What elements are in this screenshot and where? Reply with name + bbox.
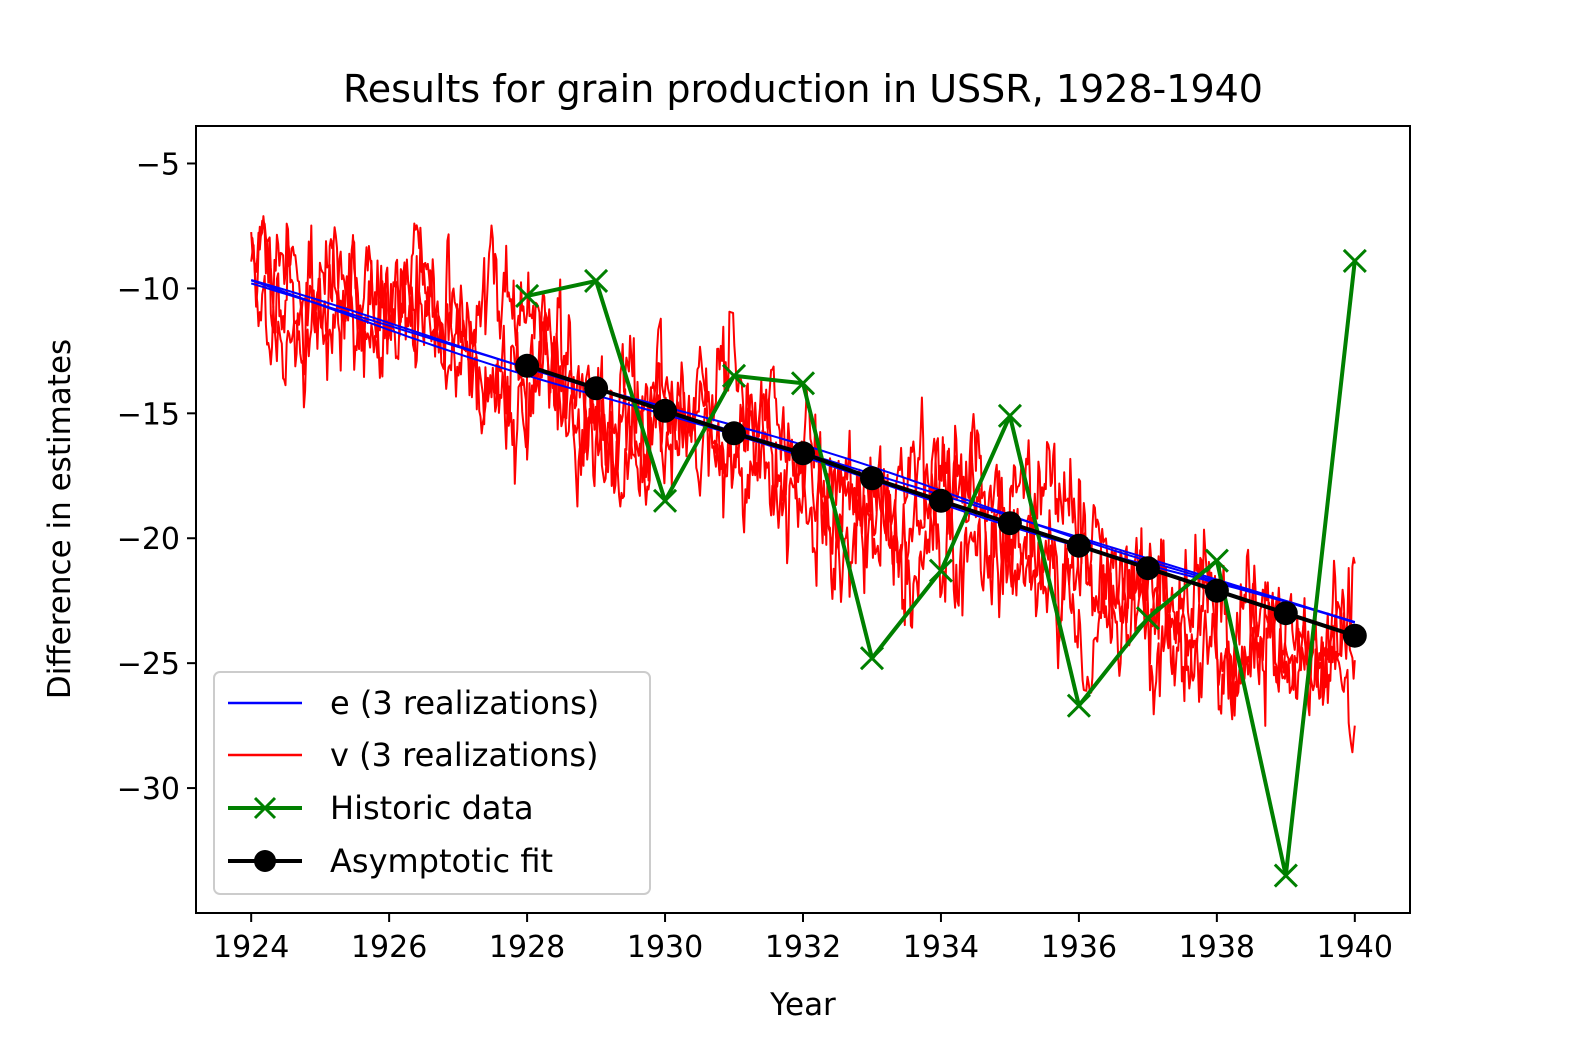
series-fit-group [515, 353, 1367, 648]
x-tick-label: 1940 [1317, 930, 1393, 965]
fit-point [1204, 578, 1229, 603]
x-tick-label: 1928 [489, 930, 565, 965]
historic-point [1273, 863, 1298, 888]
series-v-realization-3 [250, 222, 1356, 727]
x-tick-label: 1930 [627, 930, 703, 965]
y-tick-label: −30 [117, 772, 180, 807]
fit-point [791, 441, 815, 466]
fit-point [584, 376, 609, 401]
x-tick-label: 1938 [1179, 930, 1255, 965]
legend-box [213, 671, 651, 895]
historic-point [1342, 248, 1367, 273]
y-tick-label: −20 [117, 522, 180, 557]
fit-point [653, 398, 677, 423]
x-axis-label: Year [769, 987, 836, 1023]
historic-point [721, 363, 747, 388]
historic-point [1135, 606, 1160, 631]
x-tick-label: 1926 [351, 930, 427, 965]
historic-point [1204, 548, 1229, 573]
y-axis-label: Difference in estimates [42, 339, 78, 699]
legend-x-marker-icon [253, 796, 277, 820]
historic-point [997, 403, 1022, 428]
legend: e (3 realizations) v (3 realizations) Hi… [213, 671, 651, 895]
chart-title: Results for grain production in USSR, 19… [343, 67, 1263, 111]
y-tick-label: −10 [117, 272, 180, 307]
series-v-group [250, 215, 1356, 754]
x-axis-ticks: 1924 1926 1928 1930 1932 1934 1936 1938 1940 [213, 913, 1393, 965]
fit-point [929, 488, 953, 513]
plot-area [250, 215, 1367, 888]
y-axis-ticks: −5 −10 −15 −20 −25 −30 [117, 147, 196, 807]
fit-point [997, 511, 1022, 536]
legend-label-e: e (3 realizations) [330, 684, 599, 722]
fit-point [860, 466, 884, 491]
x-tick-label: 1936 [1041, 930, 1117, 965]
x-tick-label: 1924 [213, 930, 289, 965]
historic-point [928, 558, 954, 583]
y-tick-label: −25 [117, 647, 180, 682]
historic-point [515, 283, 540, 308]
historic-point [790, 371, 816, 396]
fit-point [1342, 623, 1367, 648]
fit-point [515, 353, 540, 378]
fit-point [1066, 533, 1091, 558]
x-tick-label: 1934 [903, 930, 979, 965]
legend-label-v: v (3 realizations) [330, 736, 599, 774]
legend-label-historic: Historic data [330, 789, 534, 827]
legend-circle-marker-icon [254, 850, 276, 872]
fit-point [1273, 601, 1298, 626]
y-tick-label: −15 [117, 397, 180, 432]
y-tick-label: −5 [136, 147, 180, 182]
fit-point [1135, 556, 1160, 581]
historic-point [859, 646, 885, 671]
legend-label-fit: Asymptotic fit [330, 842, 553, 880]
historic-point [1066, 693, 1091, 718]
x-tick-label: 1932 [765, 930, 841, 965]
historic-point [584, 268, 609, 293]
series-historic-group [515, 248, 1367, 888]
fit-point [722, 421, 746, 446]
historic-point [652, 488, 678, 513]
